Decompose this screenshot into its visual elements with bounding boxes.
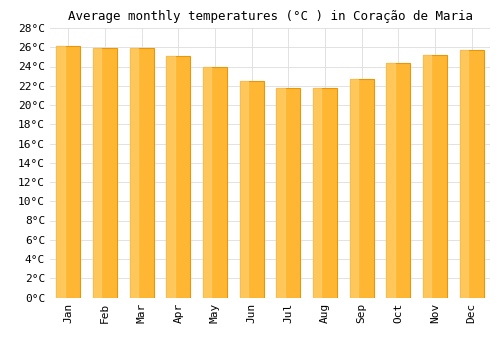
Bar xyxy=(166,56,175,298)
Bar xyxy=(203,68,211,298)
Bar xyxy=(203,68,227,298)
Bar xyxy=(240,81,248,298)
Bar xyxy=(313,88,337,298)
Bar xyxy=(276,88,285,298)
Bar xyxy=(423,55,432,298)
Title: Average monthly temperatures (°C ) in Coração de Maria: Average monthly temperatures (°C ) in Co… xyxy=(68,10,472,23)
Bar xyxy=(93,48,117,298)
Bar xyxy=(240,81,264,298)
Bar xyxy=(276,88,300,298)
Bar xyxy=(313,88,322,298)
Bar xyxy=(423,55,447,298)
Bar xyxy=(130,48,138,298)
Bar xyxy=(386,63,410,298)
Bar xyxy=(93,48,102,298)
Bar xyxy=(460,50,483,298)
Bar xyxy=(56,46,65,298)
Bar xyxy=(350,79,358,298)
Bar xyxy=(130,48,154,298)
Bar xyxy=(460,50,468,298)
Bar xyxy=(56,46,80,298)
Bar xyxy=(166,56,190,298)
Bar xyxy=(386,63,395,298)
Bar xyxy=(350,79,374,298)
